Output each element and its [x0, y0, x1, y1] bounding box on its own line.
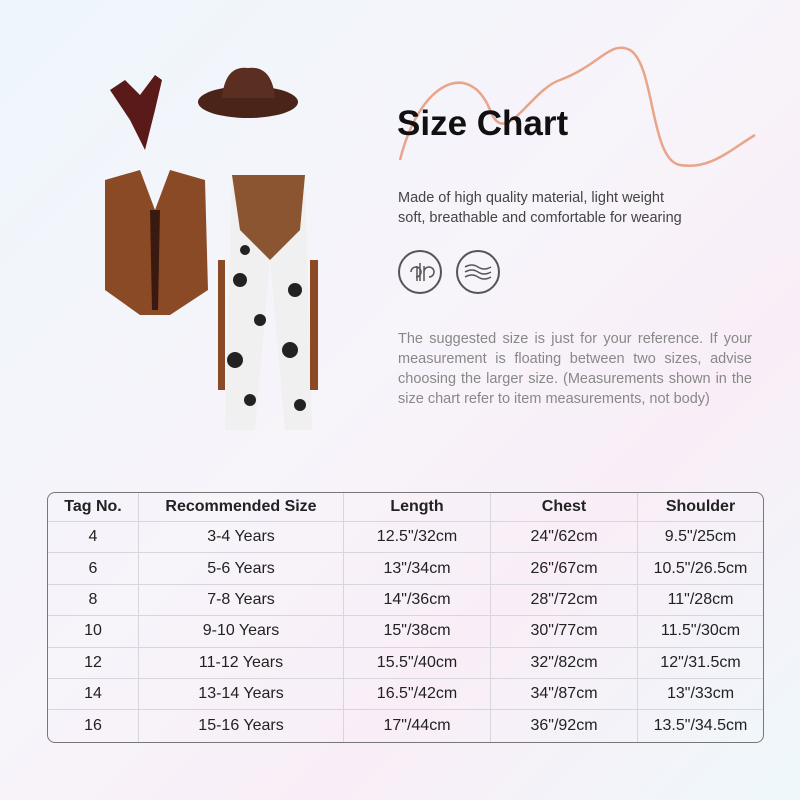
page-title: Size Chart: [397, 104, 569, 143]
size-chart-table: Tag No. Recommended Size Length Chest Should…: [47, 492, 764, 743]
table-cell: 15"/38cm: [344, 616, 491, 648]
table-row: 8 7-8 Years 14"/36cm 28"/72cm 11"/28cm: [48, 584, 763, 617]
table-cell: 17"/44cm: [344, 710, 491, 742]
table-cell: 4: [48, 522, 139, 554]
cowboy-costume-image: [105, 67, 318, 430]
table-cell: 36"/92cm: [491, 710, 638, 742]
table-row: 4 3-4 Years 12.5"/32cm 24"/62cm 9.5"/25cm: [48, 522, 763, 554]
table-cell: 3-4 Years: [139, 522, 344, 554]
table-cell: 34"/87cm: [491, 678, 638, 711]
table-cell: 8: [48, 584, 139, 617]
table-cell: 14: [48, 678, 139, 711]
description-line: Made of high quality material, light wei…: [398, 190, 664, 206]
column-header: Length: [344, 493, 491, 522]
table-header-row: Tag No. Recommended Size Length Chest Should…: [48, 493, 763, 522]
table-cell: 13.5"/34.5cm: [653, 717, 748, 735]
table-cell: 12.5"/32cm: [344, 522, 491, 554]
table-cell: 28"/72cm: [491, 584, 638, 617]
table-row: 10 9-10 Years 15"/38cm 30"/77cm 11.5"/30cm: [48, 616, 763, 648]
breathable-icon: [398, 250, 442, 294]
description-line: soft, breathable and comfortable for wea…: [398, 210, 682, 226]
table-cell: 16: [48, 710, 139, 742]
table-row: 6 5-6 Years 13"/34cm 26"/67cm 10.5"/26.5cm: [48, 553, 763, 585]
decorative-swirl: [398, 46, 756, 168]
column-header: Recommended Size: [139, 493, 344, 522]
table-cell: 12: [48, 647, 139, 679]
table-cell: 11.5"/30cm: [638, 616, 763, 648]
table-cell: 15.5"/40cm: [344, 647, 491, 679]
table-cell: 12"/31.5cm: [638, 648, 763, 679]
table-row: 16 15-16 Years 17"/44cm 36"/92cm 13.5"/34.5c…: [48, 710, 763, 742]
hat: [222, 67, 275, 98]
table-cell: 13"/33cm: [638, 679, 763, 711]
table-cell: 16.5"/42cm: [344, 678, 491, 711]
table-cell: 24"/62cm: [491, 522, 638, 554]
table-cell: 5-6 Years: [139, 553, 344, 585]
table-cell: 10: [48, 616, 139, 648]
table-cell: 30"/77cm: [491, 616, 638, 648]
table-cell: 9.5"/25cm: [638, 522, 763, 554]
table-cell: 11-12 Years: [139, 647, 344, 679]
bandana: [110, 75, 162, 150]
soft-wave-icon: [456, 250, 500, 294]
table-cell: 13-14 Years: [139, 678, 344, 711]
table-cell: 15-16 Years: [139, 710, 344, 742]
table-row: 14 13-14 Years 16.5"/42cm 34"/87cm 13"/33cm: [48, 678, 763, 711]
table-cell: 13"/34cm: [344, 553, 491, 585]
table-cell: 7-8 Years: [139, 584, 344, 617]
size-note: The suggested size is just for your refe…: [398, 331, 752, 407]
description: Made of high quality material, light wei…: [398, 188, 682, 228]
table-cell: 14"/36cm: [344, 584, 491, 617]
table-cell: 9-10 Years: [139, 616, 344, 648]
table-cell: 32"/82cm: [491, 647, 638, 679]
column-header: Shoulder: [638, 493, 763, 522]
column-header: Tag No.: [48, 493, 139, 522]
table-cell: 11"/28cm: [638, 585, 763, 617]
table-cell: 6: [48, 553, 139, 585]
table-row: 12 11-12 Years 15.5"/40cm 32"/82cm 12"/31.5c…: [48, 647, 763, 679]
table-cell: 26"/67cm: [491, 553, 638, 585]
column-header: Chest: [491, 493, 638, 522]
table-cell: 10.5"/26.5cm: [638, 553, 763, 585]
